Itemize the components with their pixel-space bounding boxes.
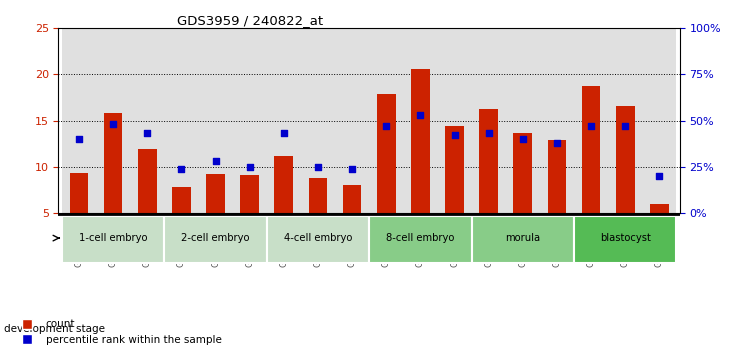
Bar	[335, 28, 369, 213]
Point	[244, 164, 256, 170]
Bar	[104, 113, 123, 213]
Bar	[343, 185, 361, 213]
Point	[141, 131, 153, 136]
Point	[414, 112, 426, 118]
Bar	[267, 28, 301, 213]
Point	[619, 123, 631, 129]
Point	[107, 121, 119, 127]
Point	[312, 164, 324, 170]
Bar	[471, 217, 574, 263]
Bar	[650, 204, 669, 213]
Bar	[506, 28, 540, 213]
Bar	[232, 28, 267, 213]
Bar	[138, 149, 156, 213]
Bar	[574, 217, 676, 263]
Bar	[164, 28, 198, 213]
Bar	[582, 86, 600, 213]
Point	[586, 123, 597, 129]
Point	[449, 132, 461, 138]
Bar	[130, 28, 164, 213]
Bar	[369, 28, 404, 213]
Legend: count, percentile rank within the sample: count, percentile rank within the sample	[12, 315, 226, 349]
Point	[380, 123, 392, 129]
Bar	[198, 28, 232, 213]
Bar	[574, 28, 608, 213]
Point	[210, 158, 221, 164]
Point	[517, 136, 529, 142]
Bar	[411, 69, 430, 213]
Bar	[616, 106, 635, 213]
Bar	[445, 126, 464, 213]
Bar	[206, 174, 225, 213]
Bar	[172, 187, 191, 213]
Bar	[513, 132, 532, 213]
Point	[278, 131, 289, 136]
Point	[654, 173, 665, 179]
Bar	[437, 28, 471, 213]
Bar	[540, 28, 574, 213]
Bar	[164, 217, 267, 263]
Bar	[267, 217, 369, 263]
Bar	[471, 28, 506, 213]
Text: development stage: development stage	[4, 324, 105, 333]
Text: 4-cell embryo: 4-cell embryo	[284, 233, 352, 243]
Text: blastocyst: blastocyst	[599, 233, 651, 243]
Bar	[62, 28, 96, 213]
Bar	[643, 28, 676, 213]
Bar	[369, 217, 471, 263]
Point	[551, 140, 563, 145]
Text: 8-cell embryo: 8-cell embryo	[386, 233, 455, 243]
Bar	[69, 173, 88, 213]
Bar	[377, 94, 395, 213]
Text: GDS3959 / 240822_at: GDS3959 / 240822_at	[177, 14, 322, 27]
Bar	[301, 28, 335, 213]
Text: 2-cell embryo: 2-cell embryo	[181, 233, 250, 243]
Bar	[608, 28, 643, 213]
Text: 1-cell embryo: 1-cell embryo	[79, 233, 148, 243]
Bar	[480, 109, 498, 213]
Point	[175, 166, 187, 171]
Bar	[96, 28, 130, 213]
Bar	[404, 28, 437, 213]
Bar	[548, 140, 567, 213]
Text: morula: morula	[505, 233, 540, 243]
Point	[482, 131, 494, 136]
Point	[346, 166, 358, 171]
Bar	[308, 178, 327, 213]
Point	[73, 136, 85, 142]
Bar	[274, 156, 293, 213]
Bar	[62, 217, 164, 263]
Bar	[240, 175, 259, 213]
